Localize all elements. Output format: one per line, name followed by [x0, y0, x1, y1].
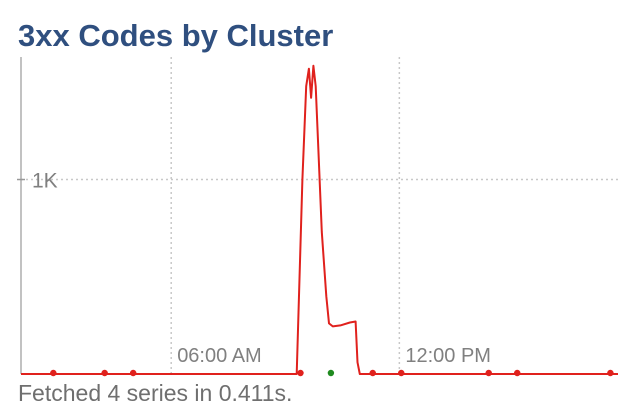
fetch-status: Fetched 4 series in 0.411s. — [18, 380, 293, 406]
series-markers — [50, 369, 614, 377]
tick-labels: 1K 06:00 AM 12:00 PM — [32, 170, 491, 367]
series-0-point-2 — [129, 369, 137, 377]
series-0-point-1 — [101, 369, 108, 377]
series-0-point-5 — [398, 369, 405, 377]
series-0-point-4 — [369, 369, 376, 377]
x-tick-label-0: 06:00 AM — [177, 345, 262, 367]
panel-title: 3xx Codes by Cluster — [18, 18, 334, 53]
series-0-point-3 — [297, 369, 304, 377]
series-line-0 — [21, 64, 618, 375]
series-0-point-8 — [607, 369, 614, 377]
x-tick-label-1: 12:00 PM — [405, 345, 491, 367]
grid-lines — [21, 57, 618, 374]
series-0-point-6 — [485, 369, 492, 377]
axes — [17, 57, 25, 374]
series-0-point-7 — [514, 369, 521, 377]
series-1-point-0 — [327, 369, 335, 377]
y-tick-label-0: 1K — [32, 170, 58, 193]
series-0-point-0 — [50, 369, 57, 377]
series-lines — [21, 64, 618, 375]
